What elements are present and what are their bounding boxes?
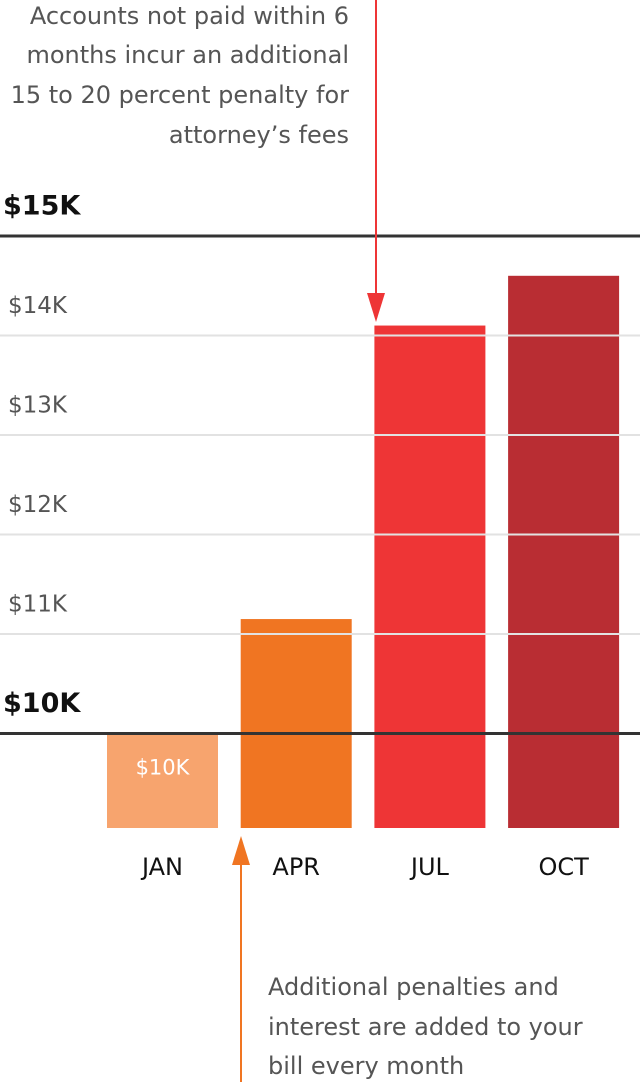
x-tick-label: APR — [272, 853, 320, 881]
y-tick-label: $11K — [8, 591, 68, 617]
annotation-line: 15 to 20 percent penalty for — [11, 81, 350, 109]
annotation-line: Additional penalties and — [268, 973, 559, 1001]
x-tick-label: JAN — [140, 853, 183, 881]
x-tick-label: OCT — [538, 853, 589, 881]
annotation-arrowhead — [367, 293, 385, 322]
y-tick-label: $10K — [3, 688, 81, 719]
y-tick-label: $12K — [8, 492, 68, 518]
y-tick-label: $15K — [3, 191, 81, 222]
annotation-line: bill every month — [268, 1052, 464, 1080]
y-tick-label: $13K — [8, 392, 68, 418]
annotation: Accounts not paid within 6 months incur … — [11, 2, 350, 149]
bar — [508, 275, 620, 828]
x-tick-label: JUL — [409, 853, 450, 881]
y-tick-label: $14K — [8, 293, 68, 319]
bar — [374, 325, 486, 828]
annotation: Additional penalties and interest are ad… — [268, 973, 583, 1080]
annotation-arrowhead — [232, 836, 250, 865]
annotation-line: interest are added to your — [268, 1013, 583, 1041]
annotation-line: Accounts not paid within 6 — [30, 2, 349, 30]
annotation-line: months incur an additional — [26, 41, 349, 69]
bar — [240, 619, 352, 828]
annotation-line: attorney’s fees — [169, 121, 349, 149]
bar — [107, 733, 218, 828]
data-label: $10K — [136, 755, 191, 779]
